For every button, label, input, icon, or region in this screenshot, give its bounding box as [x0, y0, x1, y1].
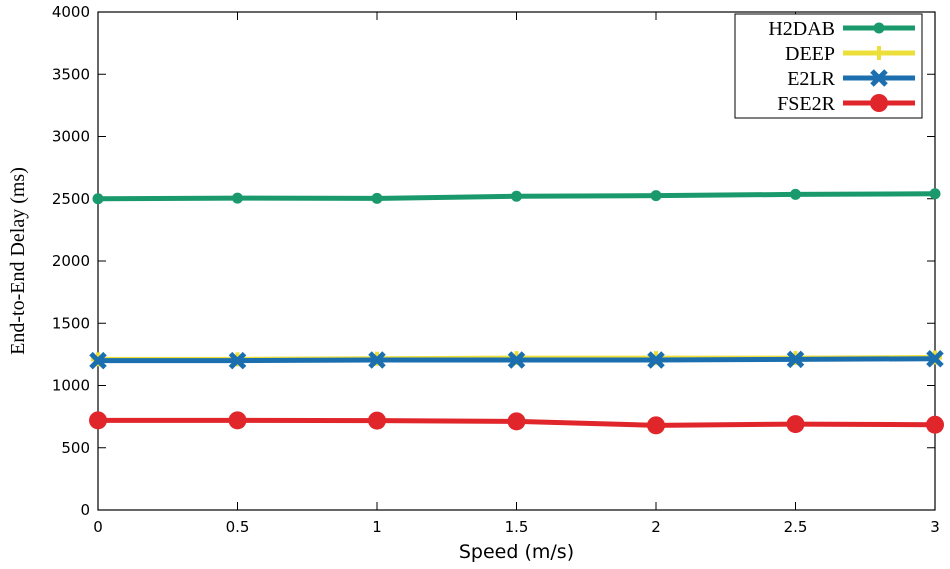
data-point-h2dab	[929, 188, 941, 200]
marker-x-b	[89, 351, 107, 370]
marker-x-b	[368, 351, 386, 369]
legend-swatch-marker	[872, 46, 886, 60]
data-point-fse2r	[926, 415, 944, 434]
data-point-fse2r	[647, 416, 665, 435]
marker-x-b	[870, 69, 888, 87]
data-point-h2dab	[92, 193, 104, 205]
data-point-fse2r	[228, 411, 247, 430]
data-point-h2dab	[790, 188, 801, 200]
x-tick-label: 0	[93, 518, 103, 536]
legend-label: DEEP	[785, 43, 835, 65]
data-point-e2lr	[368, 351, 386, 369]
data-point-h2dab	[232, 192, 243, 204]
y-tick-label: 1500	[52, 314, 90, 332]
x-tick-label: 0.5	[226, 518, 250, 536]
y-tick-label: 2000	[52, 252, 90, 270]
legend: H2DAB DEEP E2LR FSE2R	[734, 13, 923, 119]
data-point-fse2r	[368, 411, 386, 430]
marker-x-b	[507, 351, 526, 369]
y-tick-label: 3000	[52, 128, 90, 146]
legend-label: E2LR	[787, 68, 835, 90]
data-point-e2lr	[89, 351, 107, 370]
legend-item-h2dab: H2DAB	[768, 18, 915, 40]
data-point-e2lr	[228, 351, 247, 370]
marker-x-b	[786, 350, 805, 369]
data-point-fse2r	[786, 415, 805, 434]
x-tick-label: 1.5	[505, 518, 529, 536]
data-point-h2dab	[650, 190, 662, 202]
legend-swatch-marker	[870, 94, 888, 112]
x-tick-label: 1	[372, 518, 382, 536]
series-h2dab	[92, 188, 941, 205]
y-tick-label: 4000	[52, 3, 90, 21]
axes-layer: 0 500 1000 1500 2000 2500 3000 3500 4000 0 0.5 1 1.5…	[52, 3, 940, 536]
data-point-e2lr	[507, 351, 526, 369]
marker-x-b	[647, 351, 665, 369]
legend-swatch-marker	[873, 22, 885, 34]
legend-item-fse2r: FSE2R	[777, 93, 915, 115]
series-fse2r	[89, 411, 944, 435]
series-e2lr	[89, 349, 944, 370]
y-tick-label: 500	[61, 439, 90, 457]
legend-label: FSE2R	[777, 93, 835, 115]
data-point-fse2r	[89, 411, 107, 430]
x-axis-label: Speed (m/s)	[459, 541, 574, 563]
data-point-h2dab	[371, 192, 383, 204]
y-tick-label: 1000	[52, 377, 90, 395]
y-axis-label: End-to-End Delay (ms)	[7, 167, 29, 355]
y-tick-label: 2500	[52, 190, 90, 208]
legend-item-deep: DEEP	[785, 43, 915, 65]
legend-swatch-marker	[870, 69, 888, 87]
marker-x-b	[926, 349, 944, 368]
data-point-e2lr	[786, 350, 805, 369]
data-point-e2lr	[647, 351, 665, 369]
legend-item-e2lr: E2LR	[787, 68, 915, 90]
series-layer	[89, 188, 944, 435]
legend-label: H2DAB	[768, 18, 835, 40]
marker-x-b	[228, 351, 247, 370]
y-tick-label: 0	[80, 501, 90, 519]
data-point-e2lr	[926, 349, 944, 368]
data-point-fse2r	[507, 412, 526, 431]
x-tick-label: 3	[930, 518, 940, 536]
y-tick-label: 3500	[52, 65, 90, 83]
x-tick-label: 2	[651, 518, 661, 536]
data-point-h2dab	[511, 190, 522, 202]
x-tick-label: 2.5	[784, 518, 808, 536]
